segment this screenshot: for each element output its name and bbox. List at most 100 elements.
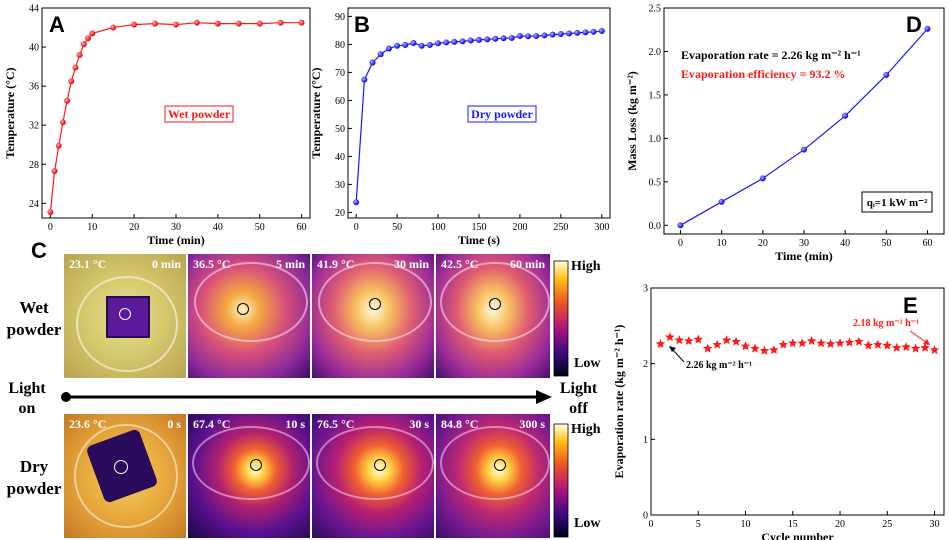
dry-1-time: 10 s xyxy=(285,417,305,431)
panel-a-xtick-label: 20 xyxy=(129,222,139,233)
panel-e-last-rate-label: 2.18 kg m⁻² h⁻¹ xyxy=(853,318,919,329)
panel-d-data-point xyxy=(718,198,725,205)
wet-1-time: 5 min xyxy=(275,257,305,271)
panel-e-ytick-label: 0 xyxy=(643,511,648,522)
panel-b-xtick-label: 300 xyxy=(594,222,609,233)
panel-e-xlabel: Cycle number xyxy=(761,530,834,540)
panel-a-xlabel: Time (min) xyxy=(147,233,204,247)
panel-e-data-star xyxy=(816,338,826,348)
panel-d-ytick-label: 2.5 xyxy=(649,4,662,15)
panel-b-data-point xyxy=(451,38,458,45)
panel-a-ylabel: Temperature (°C) xyxy=(3,67,17,158)
panel-b-data-point xyxy=(541,32,548,39)
panel-d-data-point xyxy=(801,146,808,153)
dry-1-temp: 67.4 °C xyxy=(193,417,231,431)
panel-b-data-point xyxy=(492,35,499,42)
panel-b-data-point xyxy=(582,29,589,36)
panel-b-data-point xyxy=(533,33,540,40)
panel-e-data-star xyxy=(684,336,694,345)
panel-b-data-point xyxy=(557,31,564,38)
light-on-line2: on xyxy=(18,400,36,417)
panel-b-data-point xyxy=(418,42,425,49)
panel-b-data-point xyxy=(566,30,573,37)
thermal-image-dry-3: 84.8 °C 300 s xyxy=(436,414,550,538)
panel-b-data-point xyxy=(443,39,450,46)
panel-a-data-point xyxy=(55,142,62,149)
dry-label-line1: Dry xyxy=(19,457,49,476)
panel-e-xtick-label: 0 xyxy=(649,519,654,530)
wet-label-line1: Wet xyxy=(19,298,49,317)
dry-2-time: 30 s xyxy=(409,417,429,431)
panel-a-xtick-label: 0 xyxy=(48,222,53,233)
panel-e-data-star xyxy=(740,341,751,351)
panel-a-xtick-label: 10 xyxy=(87,222,97,233)
panel-b-data-point xyxy=(500,35,507,42)
panel-e-data-star xyxy=(721,335,732,345)
panel-e-xtick-label: 30 xyxy=(930,519,940,530)
wet-3-temp: 42.5 °C xyxy=(441,257,479,271)
panel-d-ytick-label: 2.0 xyxy=(649,47,662,58)
panel-b-ytick-label: 80 xyxy=(335,40,345,51)
panel-b-data-point xyxy=(598,27,605,34)
thermal-image-dry-1: 67.4 °C 10 s xyxy=(188,414,310,538)
panel-e-data-star xyxy=(797,338,807,348)
panel-b-data-point xyxy=(369,59,376,66)
panel-e-data-star xyxy=(882,340,892,350)
panel-d-ytick-label: 0.5 xyxy=(649,177,662,188)
panel-e-data-star xyxy=(873,339,883,349)
panel-e-frame xyxy=(650,287,945,516)
panel-d-xtick-label: 20 xyxy=(758,238,768,249)
light-on-label: Light on xyxy=(2,379,52,419)
thermal-image-wet-1: 36.5 °C 5 min xyxy=(188,254,310,378)
panel-b-legend-label: Dry powder xyxy=(471,107,533,121)
panel-b-ytick-label: 50 xyxy=(335,124,345,135)
panel-e-data-star xyxy=(854,336,864,346)
panel-d-evaporation-rate: Evaporation rate = 2.26 kg m⁻² h⁻¹ xyxy=(681,48,861,62)
panel-e-data-star xyxy=(825,339,836,348)
panel-b-data-point xyxy=(426,41,433,48)
panel-d-data-point xyxy=(677,222,684,229)
wet-0-temp: 23.1 °C xyxy=(69,257,107,271)
panel-d-ylabel: Mass Loss (kg m⁻²) xyxy=(625,71,639,171)
panel-d-legend-label: qᵢ=1 kW m⁻² xyxy=(867,197,928,209)
light-off-line1: Light xyxy=(559,380,598,397)
panel-e-data-star xyxy=(920,342,930,352)
panel-e-data-star xyxy=(769,345,779,355)
panel-a-data-point xyxy=(131,21,138,28)
panel-e-data-star xyxy=(892,342,902,352)
panel-d-evaporation-efficiency: Evaporation efficiency = 93.2 % xyxy=(681,67,845,81)
panel-e-letter: E xyxy=(903,293,918,318)
panel-b-ytick-label: 70 xyxy=(335,68,345,79)
panel-e-xtick-label: 25 xyxy=(882,519,892,530)
panel-e-xtick-label: 15 xyxy=(788,519,798,530)
panel-b-ytick-label: 20 xyxy=(335,208,345,219)
panel-a-data-point xyxy=(110,24,117,31)
panel-b-chart: 0 50 100 150 200 250 300 20 30 40 50 60 70 80 90 Time (… xyxy=(309,7,611,247)
panel-b-letter: B xyxy=(354,12,370,37)
light-off-line2: off xyxy=(569,400,588,417)
panel-e-last-rate-arrow xyxy=(909,330,927,343)
dry-3-temp: 84.8 °C xyxy=(441,417,479,431)
thermal-image-dry-0: 23.6 °C 0 s xyxy=(64,414,186,538)
light-on-dot xyxy=(61,392,71,402)
panel-d-xtick-label: 50 xyxy=(881,238,891,249)
panel-a-data-point xyxy=(277,19,284,26)
panel-a-data-point xyxy=(76,51,83,58)
panel-d-letter: D xyxy=(906,12,922,37)
panel-a-data-point xyxy=(235,20,242,27)
thermal-image-wet-2: 41.9 °C 30 min xyxy=(312,254,434,378)
panel-e-ylabel: Evaporation rate (kg m⁻² h⁻¹) xyxy=(612,325,626,479)
panel-d-xtick-label: 30 xyxy=(799,238,809,249)
panel-b-data-point xyxy=(377,51,384,58)
panel-a-ytick-label: 24 xyxy=(29,199,39,210)
thermal-image-dry-2: 76.5 °C 30 s xyxy=(312,414,434,538)
panel-b-data-point xyxy=(402,41,409,48)
panel-b-data-point xyxy=(516,33,523,40)
panel-e-data-star xyxy=(863,340,874,350)
panel-a-data-point xyxy=(172,21,179,28)
panel-d-legend-box xyxy=(861,191,933,213)
panel-b-data-point xyxy=(467,37,474,44)
panel-b-ytick-label: 30 xyxy=(335,180,345,191)
panel-d-xtick-label: 60 xyxy=(923,238,933,249)
panel-b-data-point xyxy=(484,36,491,43)
